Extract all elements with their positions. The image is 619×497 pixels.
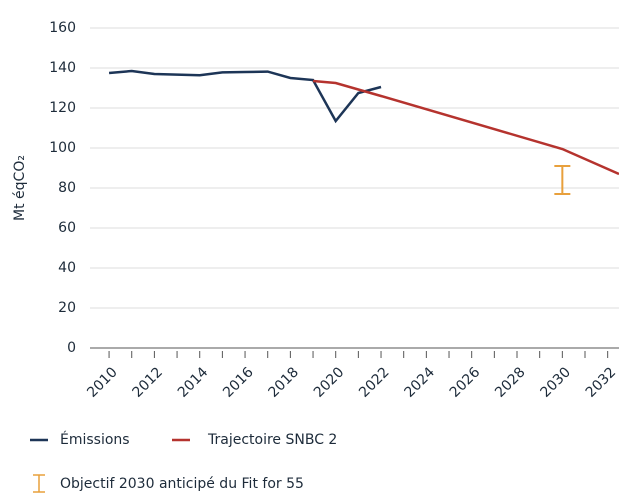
x-tick-label: 2012 <box>130 364 167 401</box>
legend-label: Objectif 2030 anticipé du Fit for 55 <box>60 476 304 492</box>
y-tick-label: 120 <box>49 100 76 116</box>
y-tick-label: 20 <box>58 300 76 316</box>
legend-label: Émissions <box>60 431 130 448</box>
error-bar <box>554 165 571 195</box>
x-tick-label: 2032 <box>583 364 619 401</box>
x-tick-label: 2014 <box>175 364 212 401</box>
y-tick-label: 40 <box>58 260 76 276</box>
x-tick-label: 2024 <box>401 364 438 401</box>
series-line <box>312 79 619 176</box>
y-tick-label: 60 <box>58 220 76 236</box>
x-tick-label: 2010 <box>84 364 121 401</box>
x-tick-label: 2018 <box>266 364 303 401</box>
x-tick-label: 2026 <box>447 364 484 401</box>
y-axis-label: Mt éqCO₂ <box>12 155 28 221</box>
legend-swatch <box>33 474 45 493</box>
x-tick-label: 2020 <box>311 364 348 401</box>
y-tick-label: 100 <box>49 140 76 156</box>
series-line <box>108 69 382 124</box>
y-tick-label: 160 <box>49 20 76 36</box>
legend-label: Trajectoire SNBC 2 <box>207 432 337 448</box>
y-tick-label: 140 <box>49 60 76 76</box>
x-tick-label: 2030 <box>537 364 574 401</box>
x-tick-label: 2016 <box>220 364 257 401</box>
x-tick-label: 2022 <box>356 364 393 401</box>
x-tick-label: 2028 <box>492 364 529 401</box>
y-tick-label: 0 <box>67 340 76 356</box>
y-tick-label: 80 <box>58 180 76 196</box>
